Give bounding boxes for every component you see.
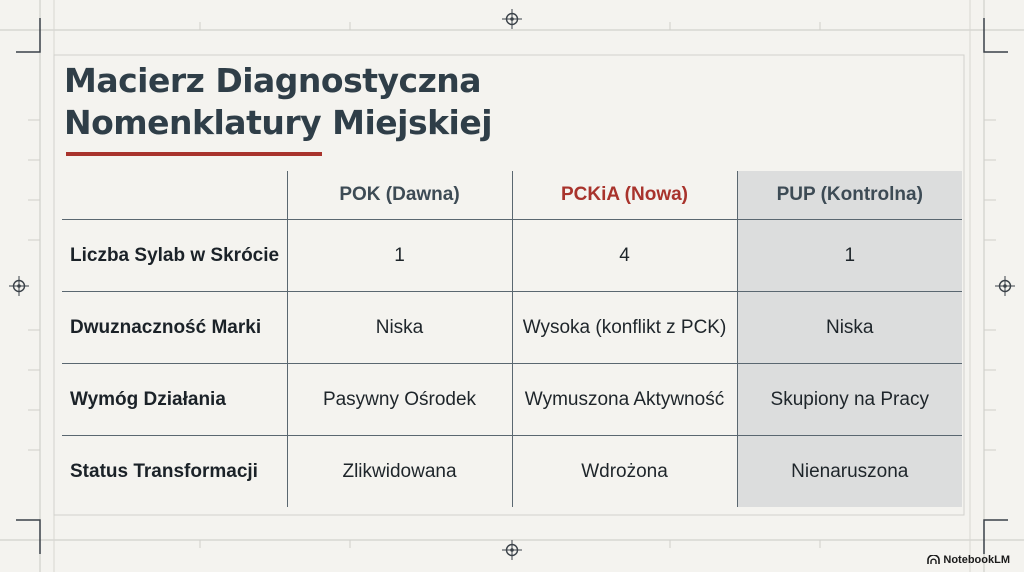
row-label: Wymóg Działania [62,362,288,436]
title-line-1: Macierz Diagnostyczna [64,61,482,100]
column-header-pckia: PCKiA (Nowa) [511,171,738,220]
table-row: Dwuznaczność Marki Niska Wysoka (konflik… [62,290,962,364]
table-cell: Wymuszona Aktywność [511,362,738,436]
table-cell: Wysoka (konflikt z PCK) [511,290,738,364]
table-cell: Niska [286,290,513,364]
crosshair-icon [502,540,522,560]
table-header-row: POK (Dawna) PCKiA (Nowa) PUP (Kontrolna) [62,171,962,220]
page-title: Macierz Diagnostyczna Nomenklatury Miejs… [64,60,493,144]
table-cell: Niska [736,290,962,364]
notebooklm-watermark: NotebookLM [927,554,1010,566]
table-cell: 1 [286,218,513,292]
table-cell: Nienaruszona [736,434,962,507]
title-underline [66,152,322,156]
row-label: Status Transformacji [62,434,288,507]
crosshair-icon [502,9,522,29]
table-cell: Wdrożona [511,434,738,507]
crosshair-icon [995,276,1015,296]
row-label: Dwuznaczność Marki [62,290,288,364]
notebooklm-logo-icon [927,555,941,564]
row-label: Liczba Sylab w Skrócie [62,218,288,292]
column-header-pup: PUP (Kontrolna) [736,171,962,220]
column-header-empty [62,171,288,220]
crosshair-icon [9,276,29,296]
watermark-label: NotebookLM [943,554,1010,566]
table-row: Status Transformacji Zlikwidowana Wdrożo… [62,434,962,507]
table-row: Liczba Sylab w Skrócie 1 4 1 [62,218,962,292]
column-header-pok: POK (Dawna) [286,171,513,220]
table-cell: Skupiony na Pracy [736,362,962,436]
table-cell: 1 [736,218,962,292]
table-cell: 4 [511,218,738,292]
title-line-2: Nomenklatury Miejskiej [64,103,493,142]
table-cell: Pasywny Ośrodek [286,362,513,436]
diagnostic-matrix-table: POK (Dawna) PCKiA (Nowa) PUP (Kontrolna)… [62,171,962,507]
table-row: Wymóg Działania Pasywny Ośrodek Wymuszon… [62,362,962,436]
table-cell: Zlikwidowana [286,434,513,507]
